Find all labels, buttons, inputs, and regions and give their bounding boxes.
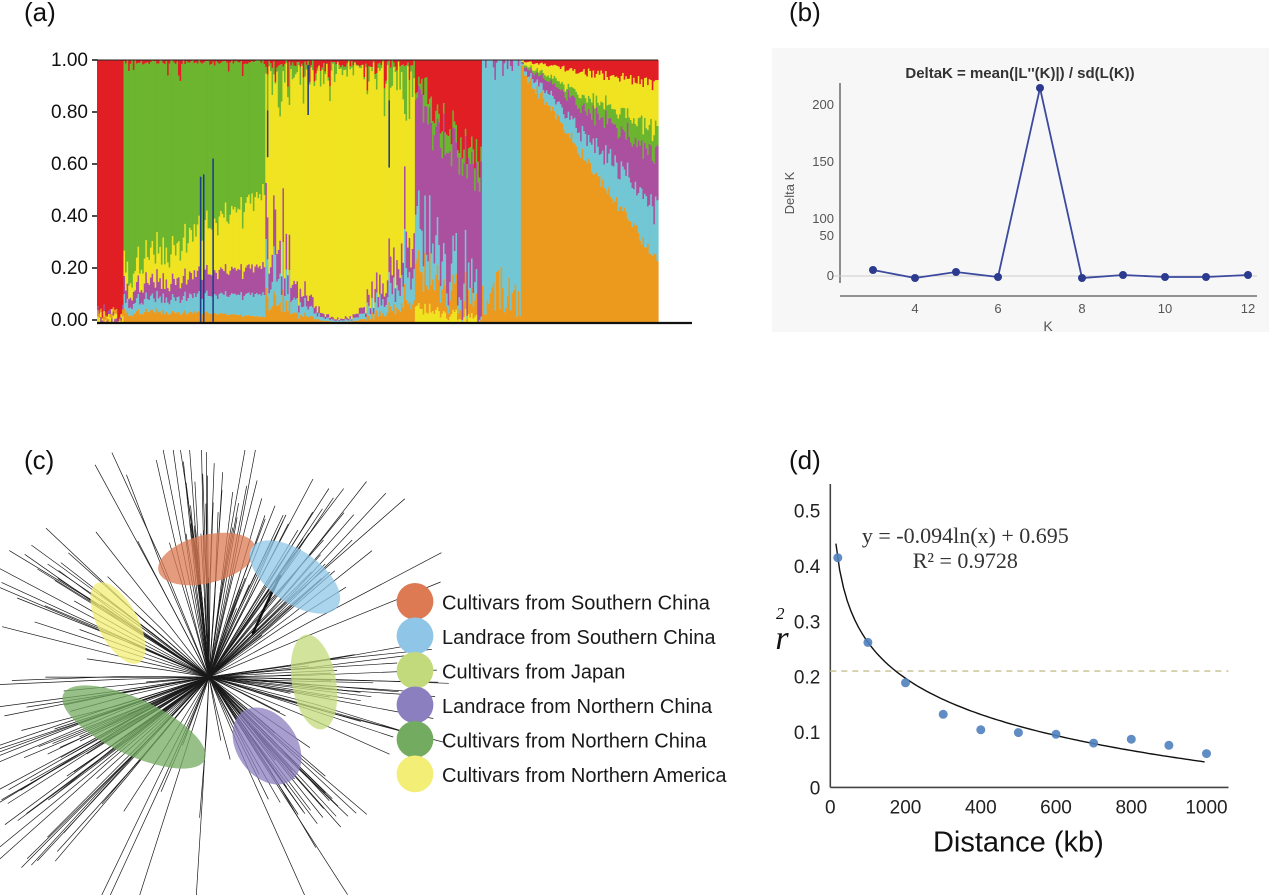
- svg-text:400: 400: [965, 797, 997, 818]
- svg-text:1.00: 1.00: [51, 50, 88, 71]
- svg-text:0.60: 0.60: [51, 154, 88, 175]
- svg-text:0.1: 0.1: [794, 723, 820, 744]
- svg-text:1000: 1000: [1185, 797, 1227, 818]
- svg-text:0.3: 0.3: [794, 612, 820, 633]
- svg-text:Delta K: Delta K: [782, 171, 797, 214]
- svg-text:0.80: 0.80: [51, 102, 88, 123]
- svg-text:0.20: 0.20: [51, 258, 88, 279]
- svg-text:150: 150: [812, 154, 834, 169]
- svg-text:0.5: 0.5: [794, 502, 820, 523]
- svg-text:8: 8: [1078, 301, 1085, 316]
- svg-text:10: 10: [1158, 301, 1172, 316]
- svg-text:200: 200: [812, 97, 834, 112]
- svg-text:y = -0.094ln(x) + 0.695: y = -0.094ln(x) + 0.695: [862, 523, 1069, 548]
- svg-text:100: 100: [812, 211, 834, 226]
- svg-text:Cultivars from Northern China: Cultivars from Northern China: [442, 730, 707, 752]
- svg-text:R² = 0.9728: R² = 0.9728: [913, 548, 1018, 573]
- svg-text:12: 12: [1241, 301, 1255, 316]
- svg-text:4: 4: [911, 301, 918, 316]
- svg-text:Cultivars from Northern Americ: Cultivars from Northern America: [442, 765, 727, 787]
- svg-text:0: 0: [827, 268, 834, 283]
- svg-text:r: r: [775, 620, 789, 657]
- svg-text:2: 2: [776, 604, 785, 623]
- svg-text:800: 800: [1115, 797, 1147, 818]
- svg-text:Cultivars from Japan: Cultivars from Japan: [442, 661, 625, 683]
- svg-text:K: K: [1043, 318, 1053, 334]
- svg-text:Landrace from Southern China: Landrace from Southern China: [442, 627, 716, 649]
- svg-text:6: 6: [994, 301, 1001, 316]
- svg-text:0: 0: [825, 797, 836, 818]
- svg-text:0: 0: [810, 778, 821, 799]
- svg-text:DeltaK = mean(|L''(K)|) / sd(L: DeltaK = mean(|L''(K)|) / sd(L(K)): [905, 65, 1134, 82]
- svg-text:50: 50: [820, 228, 834, 243]
- svg-text:Landrace from Northern China: Landrace from Northern China: [442, 696, 713, 718]
- svg-text:Cultivars from Southern China: Cultivars from Southern China: [442, 592, 711, 614]
- svg-text:200: 200: [890, 797, 922, 818]
- svg-text:0.40: 0.40: [51, 206, 88, 227]
- svg-text:600: 600: [1040, 797, 1072, 818]
- svg-text:0.4: 0.4: [794, 557, 821, 578]
- svg-text:0.2: 0.2: [794, 668, 820, 689]
- svg-text:Distance (kb): Distance (kb): [933, 826, 1104, 858]
- svg-text:0.00: 0.00: [51, 310, 88, 331]
